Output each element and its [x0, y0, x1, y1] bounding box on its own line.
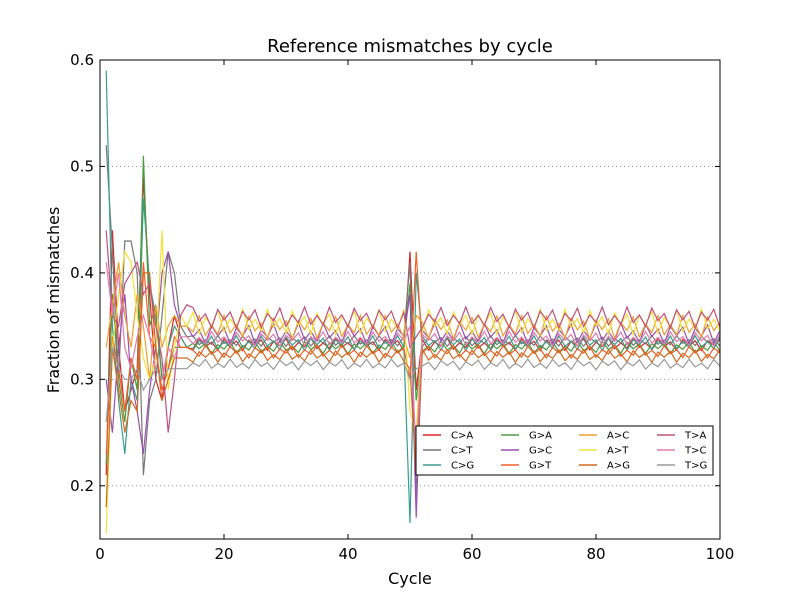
y-axis-label: Fraction of mismatches: [44, 207, 63, 394]
x-tick-label: 20: [214, 545, 233, 563]
chart-title: Reference mismatches by cycle: [267, 36, 553, 57]
series-line-T-to-A: [105, 230, 720, 433]
legend-entry: T>C: [684, 446, 706, 457]
x-tick-label: 0: [95, 545, 105, 563]
y-tick-label: 0.5: [70, 157, 94, 175]
legend-entry: G>A: [529, 431, 552, 442]
legend: C>A C>T C>G G>A G>C G>T A>C A>T A>G T>A T>C T>G: [415, 425, 714, 476]
legend-entry: A>T: [607, 446, 629, 457]
series-line-T-to-G: [105, 347, 720, 422]
legend-entry: C>G: [451, 461, 474, 472]
legend-entry: C>T: [451, 446, 473, 457]
series-line-T-to-C: [105, 262, 720, 454]
legend-entry: A>C: [607, 431, 629, 442]
x-tick-label: 100: [706, 545, 735, 563]
y-tick-label: 0.3: [70, 370, 94, 388]
plot-frame: [99, 59, 721, 540]
series-line-A-to-G: [105, 272, 720, 508]
legend-entry: C>A: [451, 431, 473, 442]
y-tick-label: 0.4: [70, 264, 94, 282]
axis-ticks: 0.2 0.3 0.4 0.5 0.6 0 20 40 60 80 100: [70, 51, 734, 563]
x-tick-label: 60: [462, 545, 481, 563]
legend-entry: G>C: [529, 446, 552, 457]
legend-entry: T>G: [684, 461, 707, 472]
legend-entry: G>T: [529, 461, 552, 472]
y-tick-label: 0.6: [70, 51, 94, 69]
legend-entry: A>G: [607, 461, 630, 472]
series-line-G-to-T: [105, 251, 720, 454]
legend-entry: T>A: [684, 431, 706, 442]
x-tick-label: 80: [586, 545, 605, 563]
x-axis-label: Cycle: [388, 569, 432, 588]
x-tick-label: 40: [338, 545, 357, 563]
series-lines: [105, 70, 720, 534]
series-line-A-to-C: [105, 262, 720, 380]
y-tick-label: 0.2: [70, 477, 94, 495]
